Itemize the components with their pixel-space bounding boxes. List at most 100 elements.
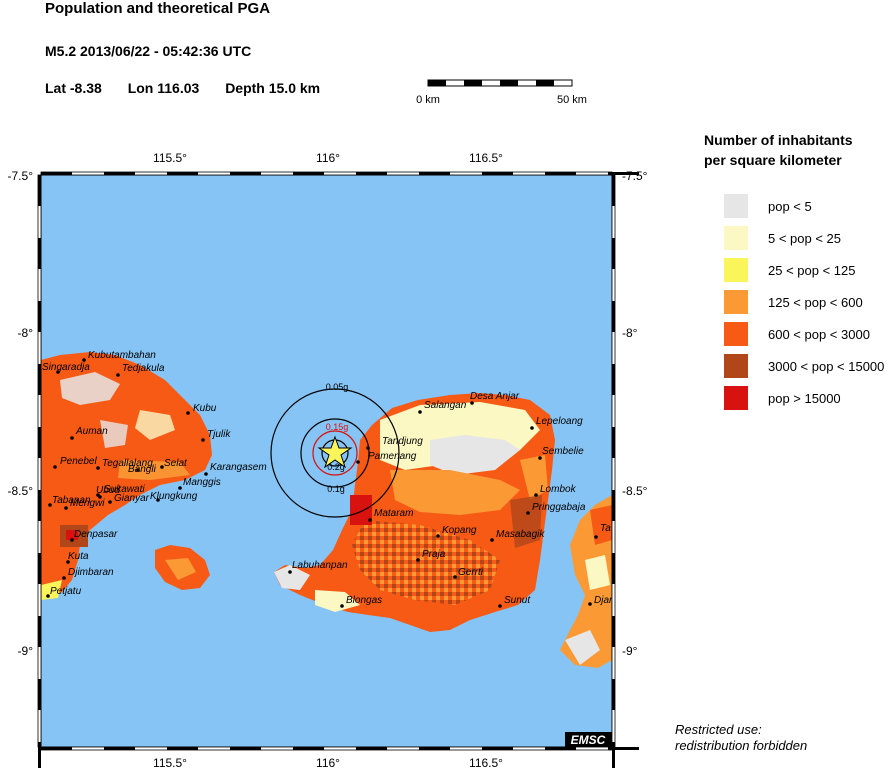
place-label: Singaradja — [42, 362, 90, 373]
place-marker — [53, 465, 57, 469]
legend-item: 25 < pop < 125 — [724, 258, 855, 282]
place-label: Penebel — [60, 456, 97, 467]
place-label: Salangan — [424, 400, 467, 411]
place-label: Labuhanpan — [292, 560, 348, 571]
legend-item: 3000 < pop < 15000 — [724, 354, 884, 378]
depth-value: Depth 15.0 km — [225, 80, 321, 96]
pga-contour-0.05g — [270, 388, 400, 518]
emsc-badge-label: EMSC — [571, 733, 606, 747]
place-marker — [136, 468, 140, 472]
place-marker — [96, 493, 100, 497]
place-label: Lombok — [540, 484, 577, 495]
place-marker — [66, 560, 70, 564]
legend-item: 5 < pop < 25 — [724, 226, 841, 250]
place-label: Ta — [600, 523, 611, 534]
longitude-value: Lon 116.03 — [127, 80, 200, 96]
map-frame — [37, 171, 639, 768]
place-label: Ubud — [96, 485, 120, 496]
place-label: Manggis — [183, 477, 221, 488]
place-marker — [594, 535, 598, 539]
lat-tick-label: -8° — [18, 326, 34, 340]
place-label: Tjulik — [207, 429, 231, 440]
lat-tick-label: -8.5° — [622, 484, 648, 498]
lat-tick-label: -9° — [18, 644, 34, 658]
place-marker — [160, 465, 164, 469]
lon-tick-label: 116.5° — [469, 151, 503, 165]
lat-tick-label: -8.5° — [8, 484, 34, 498]
place-label: Lepeloang — [536, 416, 583, 427]
place-marker — [588, 602, 592, 606]
pga-label-0.1g: 0.1g — [327, 484, 345, 494]
pga-label-0.2g: 0.2g — [327, 462, 345, 472]
scale-start-label: 0 km — [416, 94, 440, 106]
legend-swatch — [724, 226, 748, 250]
place-label: Sunut — [504, 595, 531, 606]
place-marker — [116, 373, 120, 377]
place-marker — [108, 500, 112, 504]
legend-swatch — [724, 322, 748, 346]
place-marker — [538, 456, 542, 460]
legend-title: Number of inhabitants per square kilomet… — [704, 130, 891, 170]
legend-label: pop < 5 — [768, 198, 812, 214]
place-label: Karangasem — [210, 462, 267, 473]
lon-tick-label: 115.5° — [153, 151, 187, 165]
map-title: Population and theoretical PGA — [45, 0, 271, 17]
place-label: Tedjakula — [122, 363, 165, 374]
pga-contours: 0.05g 0.15g 0.2g 0.1g — [270, 382, 400, 518]
place-marker — [366, 446, 370, 450]
place-marker — [526, 511, 530, 515]
place-label: Tandjung — [382, 436, 423, 447]
usage-notice-line1: Restricted use: — [675, 722, 762, 737]
lon-tick-label: 116° — [316, 151, 340, 165]
place-marker — [204, 472, 208, 476]
legend-item: 600 < pop < 3000 — [724, 322, 870, 346]
usage-notice: Restricted use: redistribution forbidden — [675, 722, 807, 754]
place-label: Kopang — [442, 525, 477, 536]
legend-label: 3000 < pop < 15000 — [768, 358, 885, 374]
place-label: Tabanan — [52, 495, 91, 506]
place-marker — [62, 576, 66, 580]
place-marker — [288, 570, 292, 574]
place-marker — [201, 438, 205, 442]
place-label: Kubutambahan — [88, 350, 156, 361]
lat-tick-label: -8° — [622, 326, 638, 340]
place-marker — [368, 518, 372, 522]
epicenter-star-icon — [317, 435, 353, 469]
place-marker — [186, 411, 190, 415]
legend-swatch — [724, 290, 748, 314]
place-marker — [46, 594, 50, 598]
place-marker — [470, 401, 474, 405]
legend-title-line1: Number of inhabitants — [704, 132, 853, 148]
place-label: Djimbaran — [68, 567, 114, 578]
place-marker — [416, 558, 420, 562]
legend-swatch — [724, 258, 748, 282]
place-label: Masabagik — [496, 529, 545, 540]
place-marker — [70, 538, 74, 542]
population-map: 0.05g 0.15g 0.2g 0.1g KubutambahanSingar… — [8, 151, 648, 768]
pga-contour-0.15g — [312, 430, 358, 476]
usage-notice-line2: redistribution forbidden — [675, 738, 808, 753]
place-label: Tegallalang — [102, 458, 153, 469]
place-marker — [418, 410, 422, 414]
place-label: Sukawati — [104, 484, 145, 495]
place-marker — [96, 466, 100, 470]
place-marker — [340, 604, 344, 608]
lat-tick-label: -7.5° — [8, 169, 34, 183]
lat-tick-label: -9° — [622, 644, 638, 658]
pga-label-0.15g: 0.15g — [326, 422, 349, 432]
place-label: Blongas — [346, 595, 382, 606]
scale-bar: 0 km 50 km — [416, 79, 587, 106]
lon-tick-label: 116° — [316, 756, 340, 768]
place-label: Kubu — [193, 403, 217, 414]
lon-tick-label: 116.5° — [469, 756, 503, 768]
place-label: Desa Anjar — [470, 391, 520, 402]
place-label: Pringgabaja — [532, 502, 586, 513]
place-label: Bangli — [128, 464, 157, 475]
earthquake-info: M5.2 2013/06/22 - 05:42:36 UTC — [45, 43, 252, 59]
place-label: Pamenang — [368, 451, 417, 462]
legend-swatch — [724, 354, 748, 378]
place-label: Denpasar — [74, 529, 118, 540]
place-marker — [56, 370, 60, 374]
location-info: Lat -8.38 Lon 116.03 Depth 15.0 km — [45, 80, 342, 96]
place-marker — [453, 575, 457, 579]
